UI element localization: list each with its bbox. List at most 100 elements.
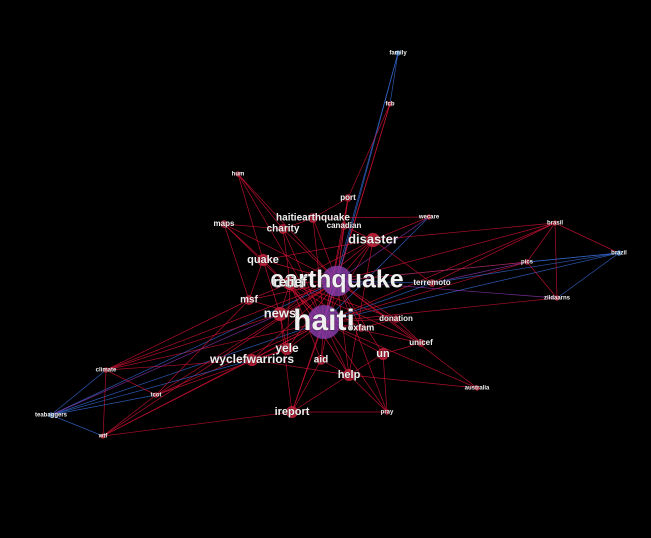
node-label-brasil: brasil (547, 221, 563, 227)
node-label-aid: aid (314, 355, 328, 366)
node-label-disaster: disaster (348, 231, 398, 246)
edge-disaster-wecare (372, 216, 430, 241)
node-label-un: un (376, 348, 390, 360)
edge-disaster-brasil (372, 222, 556, 241)
node-port (344, 194, 352, 202)
node-canadian (340, 222, 348, 230)
edge-earthquake-brasil (336, 222, 556, 282)
edge-earthquake-unicef (336, 280, 422, 344)
node-label-teabaggers: teabaggers (35, 413, 68, 419)
node-zildaarns (554, 295, 560, 301)
edge-haiti-teabaggers (50, 321, 325, 416)
node-australia (474, 385, 480, 391)
edge-haitiearthquake-port (312, 197, 349, 219)
node-tcot (153, 392, 159, 398)
node-earthquake (321, 265, 353, 297)
node-label-climate: climate (96, 368, 117, 374)
node-aid (316, 355, 326, 365)
node-maps (220, 220, 228, 228)
edge-wyclefwarriors-help (251, 359, 350, 376)
edge-haiti-port (323, 197, 349, 323)
edge-haiti-haitiearthquake (312, 217, 325, 323)
node-pics (524, 259, 530, 265)
node-haiti (307, 305, 341, 339)
edge-wyclefwarriors-climate (105, 359, 253, 371)
edge-help-pray (348, 374, 388, 413)
node-label-canadian: canadian (327, 221, 362, 230)
edge-oxfam-donation (360, 318, 397, 329)
edge-earthquake-pray (336, 280, 388, 413)
edge-fcb-family (389, 52, 399, 105)
node-charity (278, 224, 288, 234)
edge-pics-zildaarns (526, 261, 558, 299)
edge-terremoto-brasil (431, 222, 556, 284)
node-terremoto (428, 279, 436, 287)
edge-haiti-brazil (323, 252, 620, 323)
node-family (395, 50, 401, 56)
node-label-zildaarns: zildaarns (544, 296, 571, 302)
edge-earthquake-maps (223, 223, 338, 282)
node-label-pray: pray (381, 410, 394, 416)
node-un (377, 348, 389, 360)
edge-brasil-zildaarns (554, 222, 558, 299)
node-label-news: news (264, 305, 297, 320)
edge-climate-wtf (102, 369, 107, 437)
node-haitiearthquake (308, 213, 318, 223)
edge-msf-climate (105, 299, 250, 371)
node-wecare (426, 214, 432, 220)
node-label-relief: relief (273, 274, 307, 290)
node-label-australia: australia (465, 386, 490, 392)
node-donation (392, 315, 400, 323)
edge-earthquake-zildaarns (336, 280, 558, 299)
edge-relief-yele (286, 282, 291, 350)
edge-earthquake-family (336, 52, 399, 282)
edge-disaster-terremoto (372, 239, 433, 284)
node-label-earthquake: earthquake (270, 266, 403, 294)
edge-un-unicef (382, 342, 422, 355)
node-label-brazil: brazil (611, 251, 627, 257)
label-layer: haiti earthquake disaster news wyclefwarrior… (35, 50, 628, 440)
edge-tcot-teabaggers (50, 394, 157, 416)
edge-terremoto-brazil (431, 252, 620, 284)
edge-haiti-maps (223, 223, 325, 323)
edge-maps-msf (223, 223, 250, 301)
node-label-haiti: haiti (293, 304, 355, 337)
edge-climate-teabaggers (50, 369, 107, 416)
edge-aid-ireport (291, 359, 322, 413)
node-label-donation: donation (379, 314, 413, 323)
node-label-msf: msf (240, 295, 258, 306)
node-wtf (100, 433, 106, 439)
edge-relief-unicef (289, 282, 422, 344)
edge-wyclefwarriors-teabaggers (50, 359, 253, 416)
edge-disaster-help (348, 239, 374, 376)
edge-charity-haitiearthquake (282, 217, 314, 230)
edge-quake-hum (237, 173, 264, 261)
node-label-tcot: tcot (151, 393, 162, 399)
node-pray (384, 409, 390, 415)
edge-canadian-port (343, 197, 349, 227)
node-label-port: port (340, 193, 356, 202)
edge-ireport-wtf (102, 411, 293, 437)
node-disaster (365, 232, 381, 248)
node-label-fcb: fcb (386, 102, 395, 108)
edge-news-quake (262, 259, 281, 315)
node-label-wyclefwarriors: wyclefwarriors (209, 352, 294, 366)
edge-haitiearthquake-wecare (312, 216, 430, 219)
edge-hum-charity (237, 173, 284, 230)
edge-help-australia (348, 374, 478, 389)
edge-brasil-pics (526, 222, 556, 263)
node-msf (244, 295, 254, 305)
edge-yele-tcot (155, 348, 288, 396)
edge-disaster-quake (262, 239, 374, 261)
node-label-unicef: unicef (409, 338, 433, 347)
edge-relief-aid (289, 282, 322, 361)
node-label-wtf: wtf (98, 434, 109, 440)
edge-earthquake-terremoto (336, 280, 433, 284)
edge-haiti-brasil (323, 222, 556, 323)
edge-help-ireport (291, 374, 350, 413)
node-help (343, 369, 355, 381)
node-label-charity: charity (267, 224, 300, 235)
edge-earthquake-fcb (336, 103, 391, 282)
node-news (272, 306, 288, 322)
